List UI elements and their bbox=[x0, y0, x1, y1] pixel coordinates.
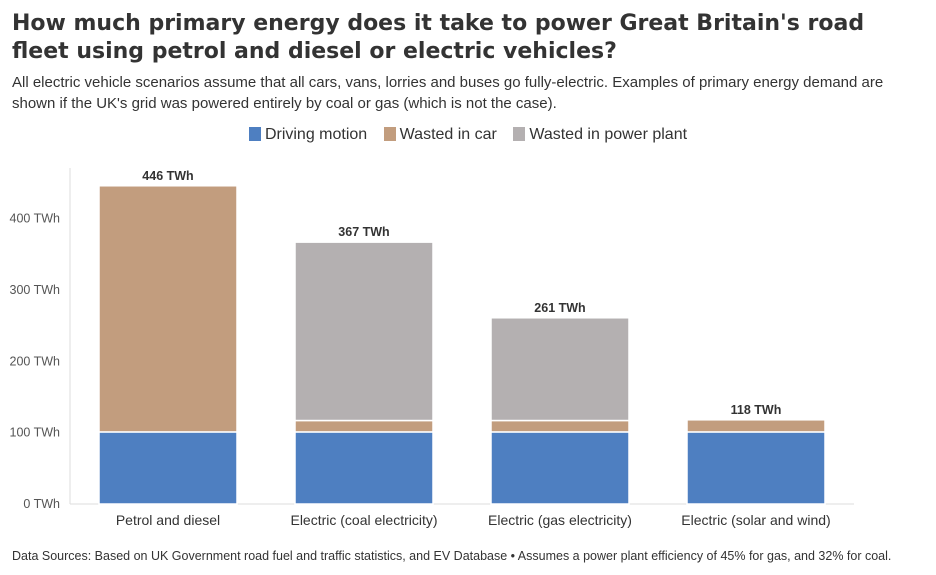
bar-segment bbox=[686, 431, 826, 505]
x-tick-label: Electric (coal electricity) bbox=[290, 512, 437, 528]
x-tick-label: Petrol and diesel bbox=[116, 512, 220, 528]
y-tick-label: 0 TWh bbox=[23, 497, 60, 511]
legend: Driving motion Wasted in car Wasted in p… bbox=[0, 126, 936, 144]
legend-label: Driving motion bbox=[264, 126, 368, 143]
legend-swatch bbox=[248, 127, 261, 141]
bar-total-label: 261 TWh bbox=[534, 301, 585, 315]
bar-segment bbox=[294, 241, 434, 422]
bar-segment bbox=[98, 185, 238, 433]
bar-total-label: 118 TWh bbox=[731, 403, 782, 417]
bar-segment bbox=[98, 431, 238, 505]
bar-segment bbox=[490, 419, 630, 433]
bar-total-label: 367 TWh bbox=[338, 225, 389, 239]
chart-title: How much primary energy does it take to … bbox=[12, 11, 865, 64]
legend-label: Wasted in power plant bbox=[529, 126, 688, 143]
bar-segment bbox=[294, 431, 434, 505]
legend-item-wasted-in-power-plant[interactable]: Wasted in power plant bbox=[513, 126, 687, 144]
y-tick-label: 300 TWh bbox=[10, 283, 61, 297]
y-tick-label: 400 TWh bbox=[10, 212, 61, 226]
legend-swatch bbox=[513, 127, 526, 141]
bar-segment bbox=[490, 431, 630, 505]
y-tick-label: 200 TWh bbox=[10, 354, 61, 368]
legend-item-driving-motion[interactable]: Driving motion bbox=[248, 126, 368, 144]
bar-total-label: 446 TWh bbox=[142, 169, 193, 183]
y-tick-label: 100 TWh bbox=[10, 426, 61, 440]
x-tick-label: Electric (solar and wind) bbox=[681, 512, 830, 528]
legend-swatch bbox=[383, 127, 396, 141]
legend-item-wasted-in-car[interactable]: Wasted in car bbox=[383, 126, 497, 144]
bar-chart: 0 TWh 100 TWh 200 TWh 300 TWh 400 TWh 446 TWh… bbox=[10, 168, 854, 528]
chart-subtitle: All electric vehicle scenarios assume th… bbox=[12, 74, 884, 112]
bar-segment bbox=[490, 317, 630, 422]
bar-segment bbox=[294, 419, 434, 433]
bar-segment bbox=[686, 419, 826, 433]
data-sources-footer: Data Sources: Based on UK Government roa… bbox=[12, 549, 892, 563]
legend-label: Wasted in car bbox=[399, 126, 497, 143]
x-tick-label: Electric (gas electricity) bbox=[488, 512, 632, 528]
